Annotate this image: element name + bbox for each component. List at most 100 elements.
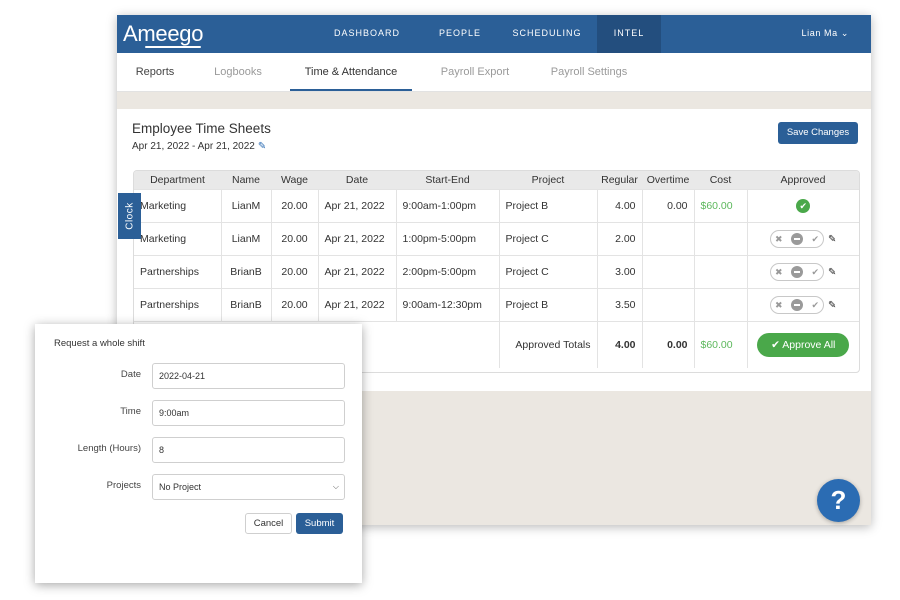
length-label: Length (Hours) (77, 443, 141, 454)
cell-wage: 20.00 (271, 288, 319, 322)
cell-cost (694, 288, 748, 322)
cancel-button[interactable]: Cancel (245, 513, 292, 534)
length-field[interactable]: 8 (152, 437, 345, 463)
cell-regular: 2.00 (597, 222, 643, 256)
sub-nav: Reports Logbooks Time & Attendance Payro… (117, 53, 871, 92)
tab-reports[interactable]: Reports (135, 66, 175, 78)
edit-pencil-icon[interactable]: ✎ (828, 266, 837, 278)
submit-button[interactable]: Submit (296, 513, 343, 534)
cell-approved: ✔ (747, 189, 859, 223)
approval-toggle[interactable]: ✖ ✔ (770, 263, 825, 281)
col-header: Regular (597, 171, 642, 190)
approve-all-button[interactable]: ✔ Approve All (757, 333, 850, 357)
col-header: Cost (694, 171, 747, 190)
cell-name: BrianB (221, 255, 272, 289)
save-changes-button[interactable]: Save Changes (778, 122, 858, 144)
cell-wage: 20.00 (271, 189, 319, 223)
cell-overtime (642, 288, 695, 322)
reject-icon[interactable]: ✖ (775, 266, 783, 277)
help-button[interactable]: ? (817, 479, 860, 522)
date-range[interactable]: Apr 21, 2022 - Apr 21, 2022 ✎ (132, 141, 266, 152)
cell-department: Marketing (134, 222, 222, 256)
cell-project: Project C (499, 255, 598, 289)
tab-payroll-settings[interactable]: Payroll Settings (550, 66, 628, 78)
cell-project: Project B (499, 189, 598, 223)
request-shift-modal: Request a whole shift Date 2022-04-21 Ti… (35, 324, 362, 583)
cell-overtime (642, 255, 695, 289)
totals-regular: 4.00 (597, 321, 643, 368)
nav-intel[interactable]: INTEL (597, 15, 661, 53)
time-field[interactable]: 9:00am (152, 400, 345, 426)
col-header: Name (221, 171, 271, 190)
table-row: Marketing LianM 20.00 Apr 21, 2022 1:00p… (134, 222, 859, 256)
cell-start-end: 9:00am-1:00pm (396, 189, 500, 223)
approve-icon[interactable]: ✔ (811, 266, 820, 277)
totals-label: Approved Totals (499, 321, 598, 368)
cell-date: Apr 21, 2022 (318, 222, 397, 256)
nav-dashboard[interactable]: DASHBOARD (333, 28, 400, 38)
edit-pencil-icon[interactable]: ✎ (828, 299, 837, 311)
neutral-icon[interactable] (791, 266, 804, 278)
pencil-icon[interactable]: ✎ (257, 141, 267, 152)
table-row: Marketing LianM 20.00 Apr 21, 2022 9:00a… (134, 189, 859, 223)
totals-overtime: 0.00 (642, 321, 695, 368)
timesheets-panel: Employee Time Sheets Apr 21, 2022 - Apr … (117, 109, 871, 391)
approval-toggle[interactable]: ✖ ✔ (770, 230, 825, 248)
timesheet-table: Department Name Wage Date Start-End Proj… (133, 170, 860, 373)
cell-date: Apr 21, 2022 (318, 255, 397, 289)
date-label: Date (120, 369, 141, 380)
col-header: Overtime (642, 171, 694, 190)
col-header: Approved (747, 171, 859, 190)
tab-time-attendance[interactable]: Time & Attendance (290, 53, 412, 91)
cell-department: Partnerships (134, 288, 222, 322)
neutral-icon[interactable] (791, 299, 804, 311)
date-range-text: Apr 21, 2022 - Apr 21, 2022 (132, 141, 255, 152)
approve-all-label: Approve All (782, 339, 836, 351)
chevron-down-icon: ⌵ (332, 482, 339, 491)
cell-cost (694, 222, 748, 256)
cell-approved: ✖ ✔ ✎ (747, 255, 859, 289)
check-icon: ✔ (771, 339, 780, 351)
approve-icon[interactable]: ✔ (811, 233, 820, 244)
cell-department: Partnerships (134, 255, 222, 289)
clock-tab-label: Clock (124, 202, 135, 230)
user-menu[interactable]: Lian Ma ⌄ (801, 28, 849, 38)
top-nav: Ameego DASHBOARD PEOPLE SCHEDULING INTEL… (117, 15, 871, 53)
neutral-icon[interactable] (791, 233, 804, 245)
col-header: Department (134, 171, 221, 190)
projects-select[interactable]: No Project ⌵ (152, 474, 345, 500)
cell-approved: ✖ ✔ ✎ (747, 288, 859, 322)
cell-start-end: 1:00pm-5:00pm (396, 222, 500, 256)
table-header: Department Name Wage Date Start-End Proj… (134, 171, 859, 190)
cell-department: Marketing (134, 189, 222, 223)
table-row: Partnerships BrianB 20.00 Apr 21, 2022 2… (134, 255, 859, 289)
projects-label: Projects (106, 480, 141, 491)
nav-scheduling[interactable]: SCHEDULING (512, 28, 582, 38)
cell-project: Project B (499, 288, 598, 322)
cell-overtime: 0.00 (642, 189, 695, 223)
edit-pencil-icon[interactable]: ✎ (828, 233, 837, 245)
clock-tab[interactable]: Clock (118, 193, 141, 239)
col-header: Wage (271, 171, 318, 190)
reject-icon[interactable]: ✖ (775, 299, 783, 310)
table-row: Partnerships BrianB 20.00 Apr 21, 2022 9… (134, 288, 859, 322)
col-header: Project (499, 171, 597, 190)
app-window: Ameego DASHBOARD PEOPLE SCHEDULING INTEL… (117, 15, 871, 525)
projects-select-value: No Project (159, 482, 202, 492)
cell-cost: $60.00 (694, 189, 748, 223)
approve-icon[interactable]: ✔ (811, 299, 820, 310)
tab-logbooks[interactable]: Logbooks (214, 66, 262, 78)
nav-people[interactable]: PEOPLE (438, 28, 482, 38)
date-field[interactable]: 2022-04-21 (152, 363, 345, 389)
cell-name: BrianB (221, 288, 272, 322)
cell-cost (694, 255, 748, 289)
cell-regular: 3.50 (597, 288, 643, 322)
logo-underline (145, 46, 201, 48)
cell-regular: 4.00 (597, 189, 643, 223)
tab-payroll-export[interactable]: Payroll Export (440, 66, 510, 78)
cell-name: LianM (221, 189, 272, 223)
approval-toggle[interactable]: ✖ ✔ (770, 296, 825, 314)
cell-date: Apr 21, 2022 (318, 189, 397, 223)
cell-overtime (642, 222, 695, 256)
reject-icon[interactable]: ✖ (775, 233, 783, 244)
